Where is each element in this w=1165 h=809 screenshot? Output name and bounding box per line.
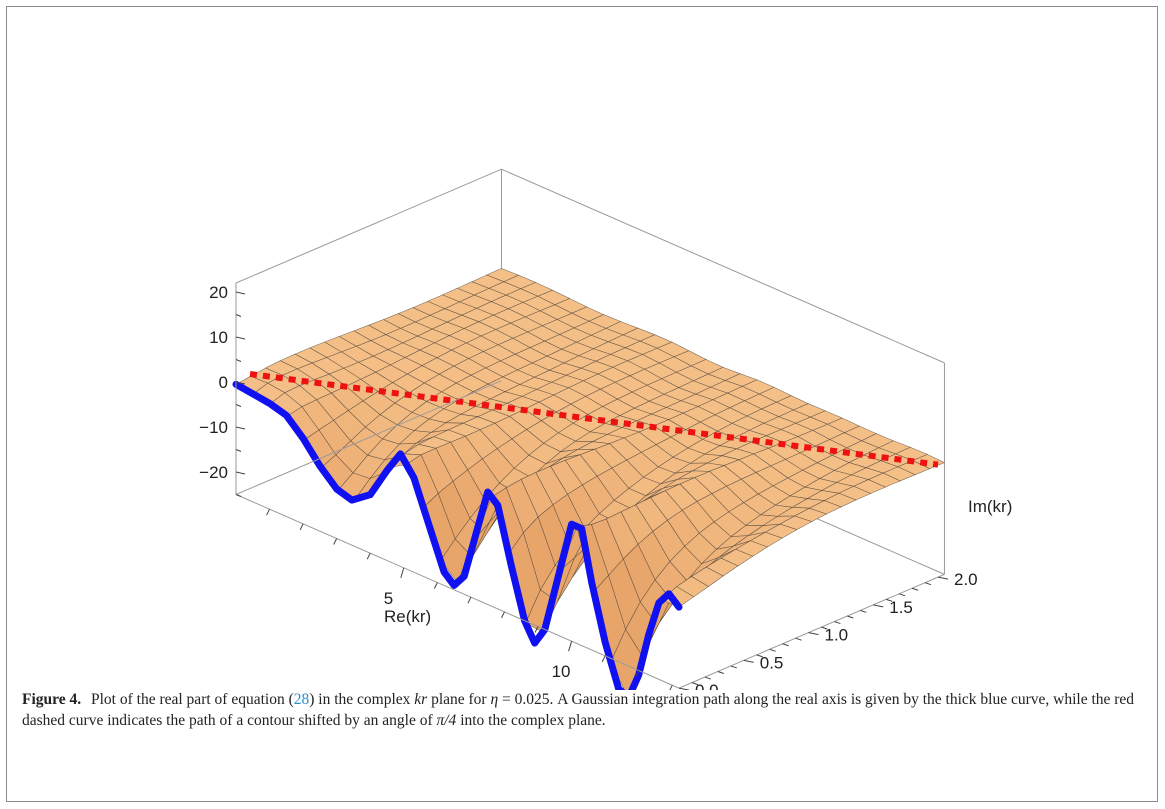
z-tick-label: 0 [219,373,228,392]
im-tick-label: 0.0 [695,681,719,690]
figure-frame [6,6,1158,802]
caption-text-2: ) in the complex [309,691,411,708]
z-tick-mark [235,471,246,475]
re-tick-label: 5 [384,589,393,608]
im-tick-mark [756,654,763,658]
re-tick-mark [433,582,438,589]
im-tick-mark [691,682,699,686]
im-tick-mark [821,626,828,630]
shifted-contour-red-dotted [249,371,939,468]
caption-label: Figure 4. [22,691,82,708]
surface-mesh [235,268,946,690]
re-tick-mark [669,684,673,690]
im-tick-mark [743,659,754,663]
im-tick-mark [782,643,789,647]
caption-angle: π/4 [436,712,457,729]
im-tick-mark [678,687,690,690]
im-tick-mark [937,576,949,580]
z-tick-label: 20 [209,283,228,302]
re-tick-mark [467,596,472,604]
re-tick-mark [534,626,539,633]
z-tick-label: 10 [209,328,228,347]
im-tick-label: 1.0 [824,626,848,645]
z-tick-mark [235,381,246,385]
caption-text-5: into the complex plane. [460,712,606,729]
box-edge [501,168,945,364]
real-axis-path-blue [232,380,683,690]
im-tick-mark [717,671,725,674]
x-axis-label: Re(kr) [384,607,431,626]
z-tick-mark [235,359,242,362]
im-tick-mark [808,632,819,636]
box-edge [235,168,502,284]
box-edge [235,380,502,495]
equation-reference-link[interactable]: 28 [293,691,310,708]
re-tick-mark [501,611,505,619]
im-tick-mark [911,587,919,591]
im-tick-mark [924,582,932,586]
im-tick-mark [886,598,893,602]
re-tick-mark [400,567,405,578]
z-tick-mark [235,336,246,340]
z-tick-mark [235,449,242,452]
im-tick-mark [704,676,712,680]
caption-eta: η [490,691,499,708]
path-curves [232,371,939,690]
re-tick-mark [266,508,271,516]
re-tick-mark [601,655,606,663]
z-tick-mark [235,494,242,497]
im-tick-mark [898,593,906,597]
figure-caption: Figure 4. Plot of the real part of equat… [22,689,1146,731]
y-axis-label: Im(kr) [968,497,1012,516]
im-tick-mark [769,648,776,652]
im-tick-label: 0.5 [760,653,784,672]
bounding-box-front [235,283,945,689]
im-tick-label: 1.5 [889,598,913,617]
z-tick-mark [235,426,246,430]
im-tick-mark [860,609,867,613]
z-tick-mark [235,291,246,295]
z-tick-mark [235,404,242,407]
caption-text-3: plane for [431,691,487,708]
caption-text-4: = 0.025. A Gaussian integration path alo… [22,691,1135,729]
z-tick-label: −10 [199,418,228,437]
re-tick-mark [366,552,371,560]
re-tick-label: 10 [552,662,571,681]
z-tick-label: −20 [199,463,228,482]
re-tick-mark [635,670,640,677]
im-tick-mark [847,615,854,619]
caption-text-1: Plot of the real part of equation ( [91,691,294,708]
im-tick-mark [834,621,841,625]
im-tick-mark [873,604,884,608]
re-tick-mark [568,641,573,652]
im-tick-label: 2.0 [954,570,978,589]
re-tick-mark [333,538,338,545]
re-tick-mark [299,523,304,531]
im-tick-mark [795,637,802,641]
box-edge [235,494,680,689]
z-tick-mark [235,314,242,317]
im-tick-mark [730,665,737,669]
box-edge [678,573,945,689]
caption-kr: kr [414,691,428,708]
